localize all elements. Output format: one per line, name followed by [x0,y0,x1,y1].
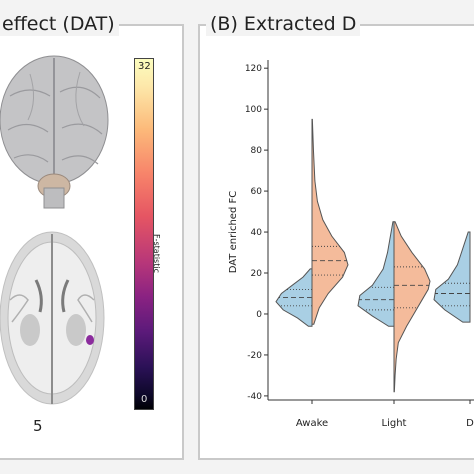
x-tick-label: Light [382,418,407,429]
colorbar [134,58,154,410]
x-tick-label: Awake [296,418,328,429]
y-tick-label: 40 [251,228,263,238]
brain-axial-slice [0,231,105,405]
x-tick-label: D [466,418,474,429]
violin-left-light [357,221,395,327]
colorbar-title: F-statistic [152,234,161,273]
y-axis-label: DAT enriched FC [228,191,239,274]
y-tick-label: 0 [256,310,262,320]
y-tick-label: -20 [247,351,262,361]
violin-right-awake [311,118,349,325]
violin-left-d [433,231,471,323]
y-tick-label: -40 [247,392,262,402]
panel-b-title: (B) Extracted D [206,12,361,36]
activation-blob [86,335,94,345]
slice-number: 5 [33,417,43,435]
colorbar-min-label: 0 [141,394,148,405]
violin-right-light [393,221,431,393]
y-tick-label: 120 [245,64,262,74]
colorbar-max-label: 32 [138,61,151,72]
y-tick-label: 100 [245,105,262,115]
brain-3d-render [0,55,109,209]
y-tick-label: 60 [251,187,263,197]
y-tick-label: 80 [251,146,263,156]
y-tick-label: 20 [251,269,263,279]
panel-a-title: effect (DAT) [0,12,119,36]
